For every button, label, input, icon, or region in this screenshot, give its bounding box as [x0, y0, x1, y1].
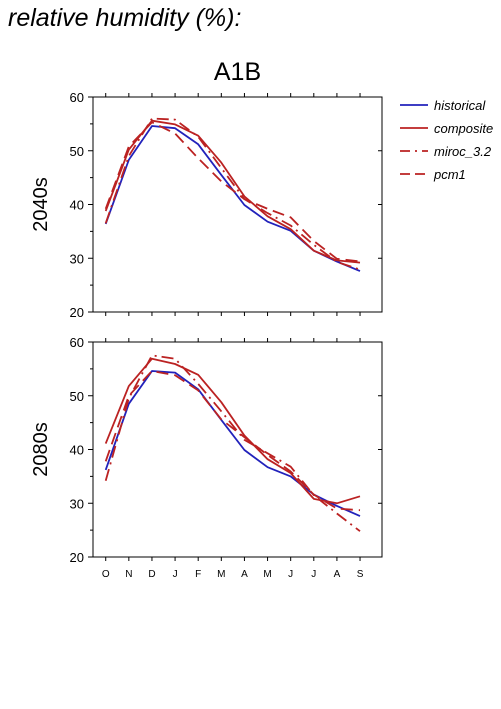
x-tick-label: O — [102, 569, 110, 580]
x-tick-label: D — [148, 569, 155, 580]
chart-title: A1B — [214, 58, 261, 86]
series-line-pcm1 — [104, 121, 361, 263]
x-tick-label: M — [263, 569, 271, 580]
x-tick-label: M — [217, 569, 225, 580]
legend-label: composite — [434, 121, 493, 136]
panel-ylabel: 2080s — [30, 422, 52, 477]
series-line-miroc-3-2 — [104, 117, 361, 271]
x-tick-label: J — [288, 569, 293, 580]
legend-label: historical — [434, 98, 486, 113]
y-tick-label: 50 — [70, 389, 84, 404]
series-line-historical — [104, 125, 361, 272]
legend-label: miroc_3.2 — [434, 144, 492, 159]
panel-frame — [92, 96, 383, 313]
x-tick-label: N — [125, 569, 132, 580]
x-tick-label: J — [311, 569, 316, 580]
y-tick-label: 30 — [70, 251, 84, 266]
y-tick-label: 60 — [70, 90, 84, 105]
y-tick-label: 40 — [70, 198, 84, 213]
legend-label: pcm1 — [433, 167, 466, 182]
x-tick-label: A — [241, 569, 248, 580]
y-tick-label: 20 — [70, 305, 84, 320]
x-tick-label: F — [195, 569, 201, 580]
x-tick-label: J — [173, 569, 178, 580]
y-tick-label: 30 — [70, 496, 84, 511]
y-tick-label: 20 — [70, 550, 84, 565]
panel-ylabel: 2040s — [30, 177, 52, 232]
series-line-miroc-3-2 — [104, 354, 361, 532]
panel-frame — [92, 341, 383, 558]
x-tick-label: A — [334, 569, 341, 580]
x-tick-label: S — [357, 569, 364, 580]
series-line-composite — [104, 119, 361, 264]
page-title: relative humidity (%): — [8, 4, 242, 32]
y-tick-label: 50 — [70, 144, 84, 159]
series-line-pcm1 — [104, 370, 361, 512]
y-tick-label: 40 — [70, 443, 84, 458]
series-line-historical — [104, 370, 361, 517]
y-tick-label: 60 — [70, 335, 84, 350]
